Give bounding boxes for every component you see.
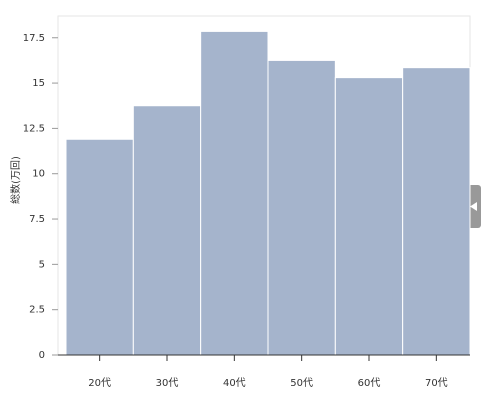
y-axis-label: 総数(万回) bbox=[9, 156, 22, 204]
side-tab[interactable] bbox=[467, 185, 481, 228]
x-tick-label: 20代 bbox=[88, 377, 111, 389]
y-tick-label: 12.5 bbox=[23, 123, 45, 134]
x-tick-label: 60代 bbox=[358, 377, 381, 389]
y-tick-label: 17.5 bbox=[23, 33, 45, 44]
bar bbox=[132, 105, 202, 356]
bar bbox=[402, 67, 471, 356]
bar bbox=[200, 30, 269, 356]
y-tick-label: 0 bbox=[39, 350, 45, 361]
y-tick-label: 2.5 bbox=[29, 305, 45, 316]
x-tick-label: 50代 bbox=[290, 377, 313, 389]
bar bbox=[267, 59, 336, 356]
x-tick-label: 40代 bbox=[223, 377, 246, 389]
x-tick-label: 70代 bbox=[425, 377, 448, 389]
side-tab-arrow[interactable] bbox=[470, 202, 477, 211]
y-tick-label: 10 bbox=[32, 169, 45, 180]
x-tick-label: 30代 bbox=[156, 377, 179, 389]
y-tick-label: 15 bbox=[32, 78, 45, 89]
y-tick-label: 5 bbox=[39, 259, 45, 270]
bar bbox=[65, 138, 134, 356]
bar bbox=[334, 77, 404, 356]
y-tick-label: 7.5 bbox=[29, 214, 45, 225]
